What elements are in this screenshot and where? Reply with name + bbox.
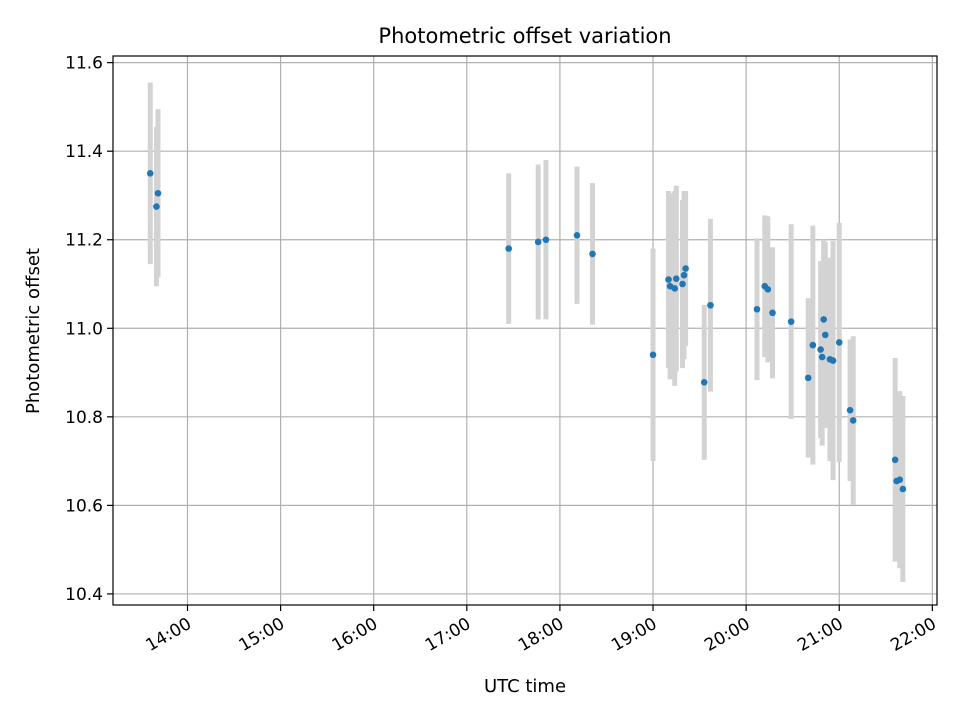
x-axis-label: UTC time (484, 676, 566, 697)
chart-title: Photometric offset variation (378, 24, 671, 48)
data-point (817, 346, 824, 353)
data-point (589, 250, 596, 258)
data-point (820, 316, 828, 323)
plot-frame (112, 55, 938, 606)
data-point (146, 170, 154, 177)
data-point (899, 485, 907, 493)
data-point (849, 417, 857, 424)
data-point (809, 341, 817, 349)
data-point (818, 353, 826, 361)
data-point (769, 309, 776, 317)
y-tick-label: 11.2 (65, 231, 103, 251)
data-point (821, 331, 829, 339)
data-point (534, 238, 542, 246)
data-point (505, 245, 513, 252)
data-point (665, 276, 672, 283)
data-point (680, 271, 688, 279)
data-point (700, 379, 708, 386)
data-point (846, 406, 854, 414)
data-point (804, 374, 812, 382)
data-point (153, 203, 160, 210)
data-point (542, 236, 550, 244)
data-point (829, 357, 837, 364)
y-tick-label: 11.6 (65, 54, 103, 74)
data-point (672, 275, 680, 282)
data-point (896, 476, 904, 484)
data-point (707, 301, 714, 309)
y-tick-label: 10.6 (65, 496, 103, 516)
y-axis-label: Photometric offset (23, 248, 44, 414)
point-layer (146, 170, 907, 493)
y-tick-label: 11.4 (65, 142, 103, 162)
y-tick-label: 10.4 (65, 585, 103, 605)
data-point (154, 189, 162, 197)
data-point (891, 456, 899, 464)
data-point (787, 318, 795, 325)
data-point (682, 265, 689, 272)
data-point (649, 351, 657, 359)
data-point (573, 232, 581, 239)
data-point (764, 286, 772, 293)
data-point (679, 280, 686, 288)
y-tick-label: 11.0 (65, 319, 103, 339)
data-point (835, 339, 843, 346)
y-tick-label: 10.8 (65, 408, 103, 428)
data-point (671, 285, 679, 292)
data-point (753, 305, 761, 313)
